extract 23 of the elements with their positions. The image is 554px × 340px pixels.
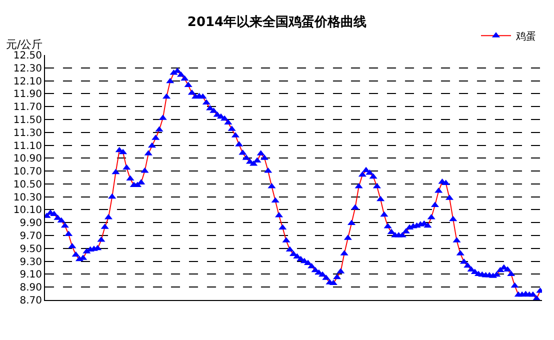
y-tick-label: 9.90 [20,218,42,230]
y-tick-label: 9.10 [20,270,42,281]
y-tick-label: 9.70 [20,231,42,242]
y-tick-label: 12.10 [13,76,42,88]
y-tick-label: 10.90 [13,154,42,165]
y-tick-label: 11.70 [13,102,42,114]
y-tick-label: 11.50 [13,114,42,126]
y-tick-label: 9.50 [20,244,42,255]
y-tick-label: 12.50 [13,50,42,62]
y-tick-label: 12.30 [13,63,42,74]
chart-title: 2014年以来全国鸡蛋价格曲线 [187,15,367,30]
y-tick-label: 11.10 [13,140,42,152]
y-tick-label: 10.10 [13,205,42,216]
y-axis-title: 元/公斤 [6,38,43,51]
y-tick-label: 11.90 [13,89,42,100]
y-tick-label: 10.50 [13,179,42,190]
y-tick-label: 8.90 [20,282,42,294]
y-tick-label: 10.70 [13,166,42,178]
y-tick-label: 9.30 [20,256,42,268]
legend-label: 鸡蛋 [515,30,536,42]
y-tick-label: 8.70 [20,296,42,306]
y-tick-label: 11.30 [13,128,42,139]
y-tick-label: 10.30 [13,192,42,204]
